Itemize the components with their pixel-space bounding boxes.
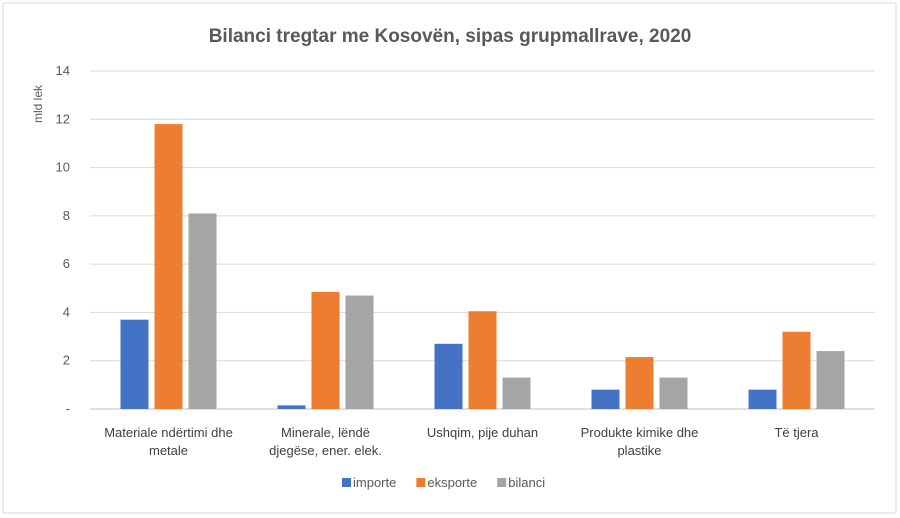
x-category-label: Të tjera bbox=[774, 425, 819, 440]
chart-title: Bilanci tregtar me Kosovën, sipas grupma… bbox=[209, 26, 692, 47]
y-tick-label: 6 bbox=[63, 256, 70, 271]
bar-importe bbox=[277, 405, 306, 409]
y-tick-label: 8 bbox=[63, 208, 70, 223]
y-tick-label: - bbox=[66, 401, 70, 416]
y-axis-ticks: - 2 4 6 8 10 12 14 bbox=[56, 63, 70, 416]
x-category-label: Ushqim, pije duhan bbox=[427, 425, 538, 440]
x-category-label: Materiale ndërtimi dhe metale bbox=[104, 425, 233, 458]
bar-importe bbox=[434, 343, 463, 409]
x-category-label: Minerale, lëndë djegëse, ener. elek. bbox=[269, 425, 382, 458]
bar-eksporte bbox=[625, 357, 654, 409]
bar-eksporte bbox=[468, 311, 497, 409]
bar-bilanci bbox=[502, 377, 531, 409]
y-tick-label: 4 bbox=[63, 304, 70, 319]
legend-swatch-bilanci bbox=[497, 478, 507, 487]
x-category-label: Produkte kimike dhe plastike bbox=[581, 425, 699, 458]
bar-bilanci bbox=[659, 377, 688, 409]
legend-swatch-importe bbox=[342, 478, 351, 487]
bar-importe bbox=[120, 319, 149, 409]
x-axis-labels: Materiale ndërtimi dhe metale Minerale, lë… bbox=[104, 425, 819, 458]
legend-label-bilanci: bilanci bbox=[508, 475, 545, 490]
bar-importe bbox=[591, 389, 620, 409]
legend-swatch-eksporte bbox=[416, 478, 426, 487]
legend: importe eksporte bilanci bbox=[342, 475, 545, 490]
bar-eksporte bbox=[311, 291, 340, 409]
gridlines bbox=[90, 70, 875, 410]
bars bbox=[120, 124, 845, 409]
bar-bilanci bbox=[188, 213, 217, 409]
y-tick-label: 12 bbox=[56, 111, 70, 126]
bar-importe bbox=[748, 389, 777, 409]
legend-label-eksporte: eksporte bbox=[427, 475, 477, 490]
bar-bilanci bbox=[816, 351, 845, 409]
y-axis-label: mld lek bbox=[31, 84, 45, 123]
legend-label-importe: importe bbox=[353, 475, 396, 490]
y-tick-label: 2 bbox=[63, 353, 70, 368]
bar-eksporte bbox=[154, 124, 183, 409]
y-tick-label: 10 bbox=[56, 160, 70, 175]
bar-bilanci bbox=[345, 295, 374, 409]
y-tick-label: 14 bbox=[56, 63, 70, 78]
bar-eksporte bbox=[782, 331, 811, 409]
